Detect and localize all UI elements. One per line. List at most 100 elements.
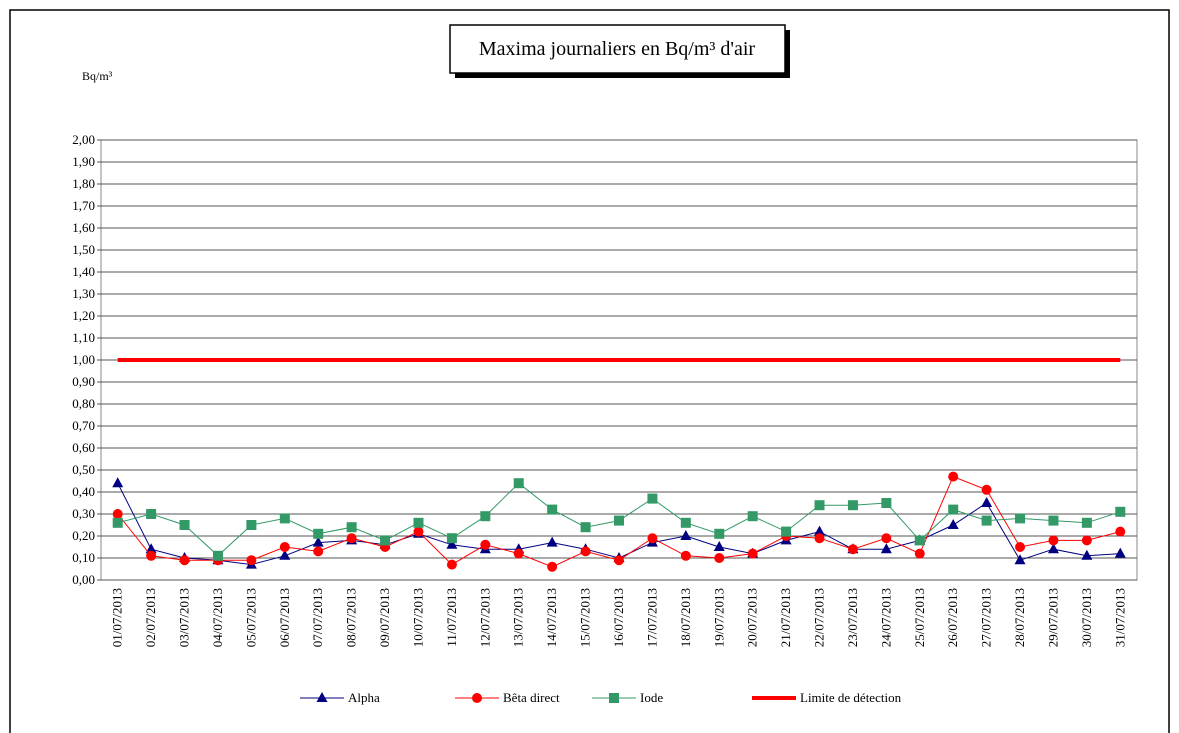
marker-square [914,535,925,546]
marker-triangle [814,525,826,536]
frame [9,9,1170,733]
x-tick-label: 27/07/2013 [979,588,994,647]
legend-label: Alpha [348,690,380,705]
x-tick-label: 14/07/2013 [544,588,559,647]
y-tick-label: 2,00 [72,132,95,147]
legend-label: Bêta direct [503,690,560,705]
marker-square [380,535,391,546]
marker-circle [614,555,624,566]
marker-square [747,511,758,522]
marker-circle [480,539,491,550]
x-tick-label: 28/07/2013 [1012,588,1027,647]
x-tick-label: 06/07/2013 [277,588,292,647]
marker-circle [814,533,825,544]
marker-triangle [1114,547,1126,558]
x-tick-label: 26/07/2013 [945,588,960,647]
x-tick-label: 22/07/2013 [812,588,827,647]
y-tick-label: 0,90 [72,374,95,389]
marker-square [714,528,725,539]
y-tick-label: 1,30 [72,286,95,301]
x-tick-label: 20/07/2013 [745,588,760,647]
y-tick-label: 0,30 [72,506,95,521]
marker-square [413,517,424,528]
legend-label: Iode [640,690,663,705]
marker-triangle [145,543,157,554]
marker-circle [1081,535,1092,546]
marker-circle [472,693,482,703]
marker-square [212,550,223,561]
x-tick-label: 15/07/2013 [578,588,593,647]
x-tick-label: 13/07/2013 [511,588,526,647]
marker-circle [847,544,858,555]
marker-square [547,504,558,515]
marker-square [647,493,658,504]
y-tick-label: 1,80 [72,176,95,191]
marker-circle [112,509,123,519]
marker-square [614,515,624,526]
marker-triangle [981,497,993,507]
marker-circle [279,542,290,552]
marker-square [513,478,524,489]
marker-square [948,504,959,515]
marker-square [179,520,190,530]
marker-circle [146,550,157,561]
marker-triangle [546,536,558,547]
marker-triangle [1047,543,1059,554]
marker-triangle [316,692,328,702]
x-tick-label: 23/07/2013 [845,588,860,647]
marker-triangle [312,536,324,547]
marker-circle [313,546,324,557]
y-tick-label: 0,00 [72,572,95,587]
marker-square [609,693,619,703]
marker-triangle [446,538,458,549]
marker-circle [914,548,925,559]
y-tick-label: 1,70 [72,198,95,213]
marker-circle [948,471,959,482]
marker-circle [446,559,457,570]
marker-square [480,511,491,522]
marker-circle [246,555,257,566]
x-tick-label: 03/07/2013 [177,588,192,647]
marker-triangle [680,530,692,540]
marker-square [446,533,457,544]
x-tick-label: 05/07/2013 [243,588,258,647]
x-tick-label: 31/07/2013 [1112,588,1127,647]
marker-triangle [947,519,959,529]
marker-square [1081,517,1092,528]
x-tick-label: 11/07/2013 [444,588,459,647]
marker-circle [580,546,591,557]
chart-title: Maxima journaliers en Bq/m³ d'air [479,38,756,60]
marker-square [112,517,123,528]
marker-square [246,520,257,530]
marker-triangle [880,543,892,554]
marker-square [847,500,858,511]
title-box [449,24,786,74]
y-tick-label: 1,10 [72,330,95,345]
x-tick-label: 10/07/2013 [410,588,425,647]
x-tick-label: 29/07/2013 [1045,588,1060,647]
marker-circle [647,533,658,544]
marker-square [781,526,792,537]
y-tick-label: 0,50 [72,462,95,477]
marker-circle [513,548,524,559]
y-tick-label: 0,20 [72,528,95,543]
marker-square [146,509,157,519]
marker-circle [747,548,758,559]
y-tick-label: 0,70 [72,418,95,433]
marker-square [346,522,357,533]
x-tick-label: 17/07/2013 [644,588,659,647]
marker-triangle [112,477,124,488]
marker-square [1015,513,1026,524]
marker-circle [346,533,357,544]
marker-square [1115,506,1126,517]
x-tick-label: 24/07/2013 [878,588,893,647]
marker-square [814,500,825,511]
x-tick-label: 18/07/2013 [678,588,693,647]
x-tick-label: 09/07/2013 [377,588,392,647]
marker-circle [981,484,992,495]
y-axis-label: Bq/m³ [82,69,113,83]
y-tick-label: 0,40 [72,484,95,499]
marker-triangle [279,549,291,560]
